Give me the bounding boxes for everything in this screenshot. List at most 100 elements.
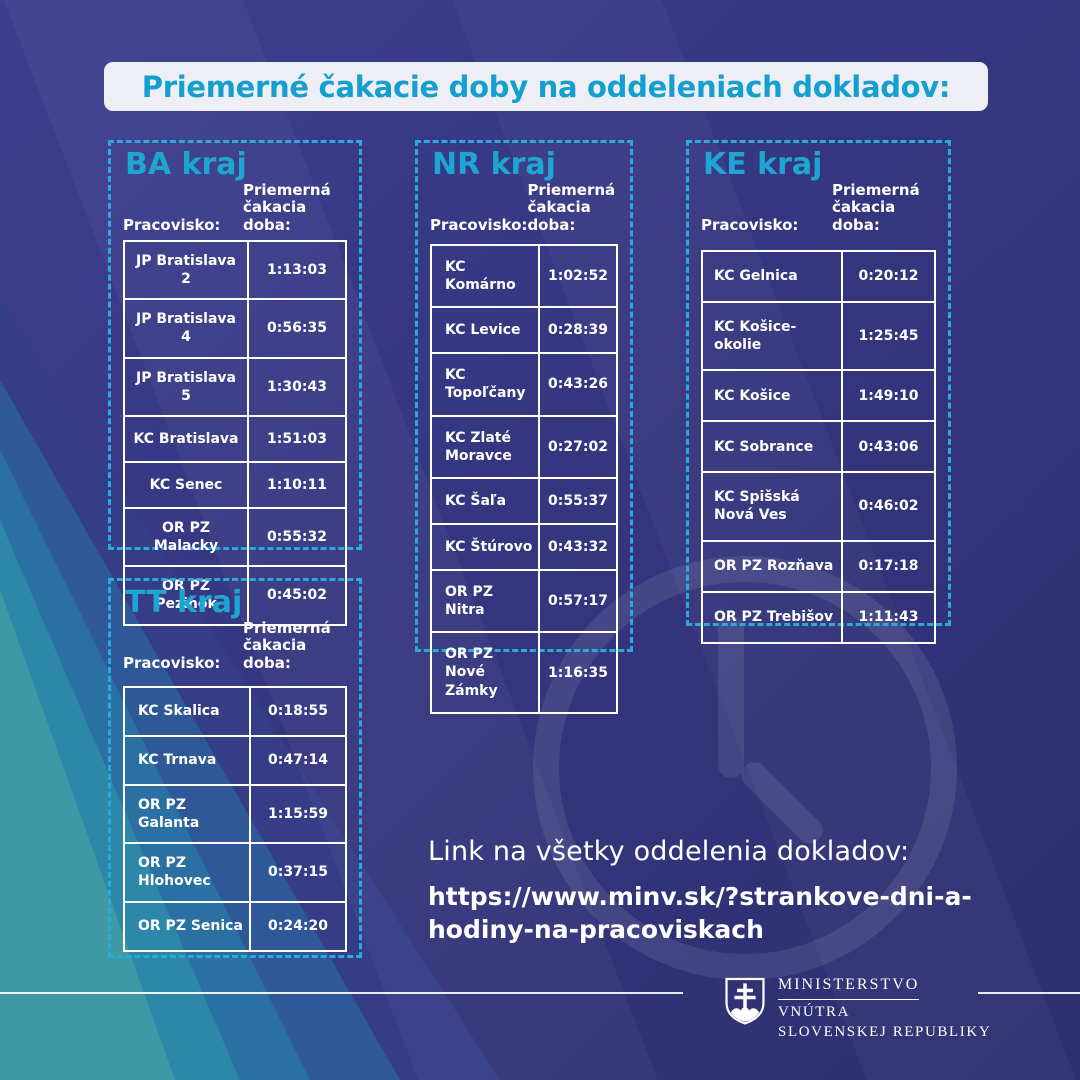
column-header-cakacia-doba: Priemerná čakacia doba:	[832, 181, 920, 234]
waiting-time-cell: 0:55:37	[538, 478, 616, 523]
office-cell: OR PZ Trebišov	[714, 608, 834, 625]
table-row: OR PZ Hlohovec 0:37:15	[125, 842, 345, 901]
table-row: KC Trnava 0:47:14	[125, 734, 345, 784]
office-cell: OR PZ Hlohovec	[138, 855, 211, 890]
table-row: OR PZ Senica 0:24:20	[125, 900, 345, 950]
region-box-nr: NR kraj Pracovisko: Priemerná čakacia do…	[415, 140, 633, 714]
table-row: OR PZ Trebišov 1:11:43	[703, 590, 934, 642]
waiting-time-cell: 0:43:32	[538, 524, 616, 569]
table-row: OR PZ Galanta 1:15:59	[125, 783, 345, 843]
office-cell: KC Košice-okolie	[714, 318, 797, 353]
region-box-ke: KE kraj Pracovisko: Priemerná čakacia do…	[686, 140, 951, 644]
table-header: Pracovisko: Priemerná čakacia doba:	[430, 181, 618, 234]
table-row: OR PZ Nové Zámky 1:16:35	[432, 631, 616, 712]
title-bar: Priemerné čakacie doby na oddeleniach do…	[104, 62, 988, 111]
waiting-time-cell: 1:25:45	[841, 302, 934, 370]
waiting-times-table-tt: KC Skalica 0:18:55 KC Trnava 0:47:14 OR PZ G…	[123, 685, 347, 952]
table-row: KC Sobrance 0:43:06	[703, 420, 934, 472]
link-url-line1[interactable]: https://www.minv.sk/?strankove-dni-a-	[428, 882, 972, 911]
waiting-time-cell: 1:51:03	[247, 416, 345, 461]
waiting-time-cell: 1:11:43	[841, 592, 934, 642]
waiting-time-cell: 0:55:32	[247, 508, 345, 566]
ministry-line2: VNÚTRA	[778, 1004, 851, 1020]
waiting-time-cell: 0:27:02	[538, 416, 616, 477]
table-row: KC Zlaté Moravce 0:27:02	[432, 414, 616, 477]
waiting-time-cell: 0:20:12	[841, 251, 934, 301]
waiting-time-cell: 0:37:15	[249, 844, 345, 901]
office-cell: KC Košice	[714, 387, 791, 404]
ministry-logo: MINISTERSTVO VNÚTRA SLOVENSKEJ REPUBLIKY	[723, 976, 991, 1041]
waiting-time-cell: 0:17:18	[841, 541, 934, 591]
office-cell: KC Šaľa	[445, 492, 507, 509]
table-row: KC Komárno 1:02:52	[432, 245, 616, 307]
region-title-ba: BA kraj	[125, 147, 247, 182]
office-cell: KC Štúrovo	[445, 538, 533, 555]
table-row: OR PZ Pezinok 0:45:02	[125, 565, 345, 624]
office-cell: KC Sobrance	[714, 438, 814, 455]
office-cell: KC Levice	[445, 322, 521, 339]
waiting-time-cell: 0:45:02	[247, 567, 345, 624]
link-block: Link na všetky oddelenia dokladov: https…	[428, 836, 972, 946]
table-row: KC Gelnica 0:20:12	[703, 251, 934, 301]
table-row: KC Bratislava 1:51:03	[125, 414, 345, 461]
column-header-pracovisko: Pracovisko:	[123, 653, 221, 672]
table-row: KC Topoľčany 0:43:26	[432, 352, 616, 415]
table-row: JP Bratislava 5 1:30:43	[125, 356, 345, 415]
waiting-times-table-nr: KC Komárno 1:02:52 KC Levice 0:28:39 KC Topo…	[430, 243, 618, 714]
footer-divider-left	[0, 992, 683, 994]
waiting-times-table-ba: JP Bratislava 2 1:13:03 JP Bratislava 4 0:5…	[123, 239, 347, 626]
waiting-time-cell: 0:43:06	[841, 422, 934, 472]
table-row: JP Bratislava 4 0:56:35	[125, 298, 345, 357]
table-row: OR PZ Malacky 0:55:32	[125, 506, 345, 566]
region-box-tt: TT kraj Pracovisko: Priemerná čakacia do…	[108, 578, 362, 958]
ministry-line1: MINISTERSTVO	[778, 976, 920, 1000]
waiting-time-cell: 1:13:03	[247, 241, 345, 299]
waiting-time-cell: 1:02:52	[538, 245, 616, 307]
region-title-nr: NR kraj	[432, 147, 556, 182]
page-title: Priemerné čakacie doby na oddeleniach do…	[141, 69, 951, 104]
waiting-time-cell: 0:28:39	[538, 308, 616, 353]
region-box-ba: BA kraj Pracovisko: Priemerná čakacia do…	[108, 140, 362, 626]
table-row: KC Štúrovo 0:43:32	[432, 522, 616, 569]
office-cell: OR PZ Rozňava	[714, 557, 834, 574]
office-cell: KC Bratislava	[133, 430, 239, 447]
office-cell: KC Komárno	[445, 258, 516, 293]
link-url-line2[interactable]: hodiny-na-pracoviskach	[428, 915, 764, 944]
table-row: KC Košice-okolie 1:25:45	[703, 300, 934, 370]
table-row: OR PZ Nitra 0:57:17	[432, 568, 616, 632]
office-cell: OR PZ Senica	[138, 917, 243, 934]
waiting-time-cell: 0:43:26	[538, 354, 616, 415]
office-cell: KC Zlaté Moravce	[445, 429, 512, 464]
office-cell: JP Bratislava 4	[135, 311, 236, 346]
ministry-text: MINISTERSTVO VNÚTRA SLOVENSKEJ REPUBLIKY	[778, 976, 991, 1041]
office-cell: OR PZ Nové Zámky	[445, 646, 498, 699]
column-header-pracovisko: Pracovisko:	[123, 215, 221, 234]
waiting-time-cell: 1:10:11	[247, 462, 345, 507]
table-row: KC Senec 1:10:11	[125, 460, 345, 507]
office-cell: KC Skalica	[138, 703, 220, 720]
region-title-tt: TT kraj	[125, 585, 243, 620]
column-header-pracovisko: Pracovisko:	[430, 215, 528, 234]
waiting-time-cell: 0:24:20	[249, 902, 345, 950]
table-row: KC Spišská Nová Ves 0:46:02	[703, 471, 934, 540]
column-header-cakacia-doba: Priemerná čakacia doba:	[243, 619, 331, 672]
table-row: KC Košice 1:49:10	[703, 369, 934, 421]
office-cell: KC Topoľčany	[445, 367, 526, 402]
waiting-times-table-ke: KC Gelnica 0:20:12 KC Košice-okolie 1:25:45…	[701, 249, 936, 644]
waiting-time-cell: 0:56:35	[247, 300, 345, 357]
table-row: KC Šaľa 0:55:37	[432, 476, 616, 523]
link-url[interactable]: https://www.minv.sk/?strankove-dni-a- ho…	[428, 880, 972, 946]
office-cell: OR PZ Galanta	[138, 796, 200, 831]
waiting-time-cell: 1:16:35	[538, 633, 616, 712]
waiting-time-cell: 1:49:10	[841, 371, 934, 421]
waiting-time-cell: 0:46:02	[841, 473, 934, 540]
waiting-time-cell: 0:18:55	[249, 687, 345, 735]
waiting-time-cell: 0:47:14	[249, 736, 345, 784]
waiting-time-cell: 0:57:17	[538, 570, 616, 632]
office-cell: JP Bratislava 2	[135, 252, 236, 287]
column-header-cakacia-doba: Priemerná čakacia doba:	[243, 181, 331, 234]
waiting-time-cell: 1:15:59	[249, 785, 345, 843]
slovak-coat-of-arms-icon	[725, 977, 765, 1025]
office-cell: OR PZ Malacky	[153, 519, 219, 555]
